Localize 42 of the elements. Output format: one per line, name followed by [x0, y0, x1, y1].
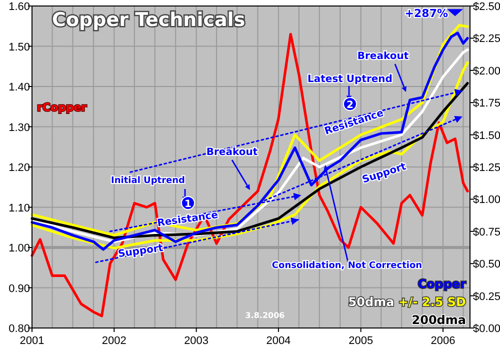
annotation: Breakout [206, 147, 258, 158]
annotation: Resistance [156, 210, 219, 230]
annotation: Consolidation, Not Correction [272, 261, 422, 271]
text: +/- 2.5 SD [394, 295, 466, 309]
chart-title: Copper Technicals [52, 9, 246, 31]
y2-tick-label: $1.00 [473, 194, 500, 206]
y2-tick-label: $1.50 [473, 130, 500, 142]
text: Copper [418, 277, 466, 291]
annotation: +287% [404, 7, 448, 20]
y2-tick-label: $1.75 [473, 98, 500, 110]
y2-tick-label: $0.75 [473, 226, 500, 238]
y-tick-label: 1.50 [8, 41, 30, 54]
annotation: Latest Uptrend [308, 74, 392, 85]
y-tick-label: 1.40 [8, 82, 30, 94]
x-tick-label: 2002 [102, 335, 126, 347]
y-tick-label: 1.30 [8, 122, 30, 134]
y2-tick-label: $2.00 [473, 65, 500, 78]
text: rCopper [37, 101, 88, 114]
annotation: Breakout [357, 51, 409, 62]
text: 200dma [412, 313, 466, 327]
x-tick-label: 2003 [184, 335, 209, 347]
annotation: 2 [346, 100, 354, 111]
x-tick-label: 2001 [20, 335, 44, 347]
x-tick-label: 2006 [430, 335, 456, 347]
annotation: Initial Uptrend [111, 176, 185, 186]
y-tick-label: 0.90 [8, 282, 30, 295]
x-tick-label: 2004 [266, 335, 291, 347]
y2-tick-label: $2.50 [473, 1, 500, 13]
annotation: 3.8.2006 [245, 311, 286, 320]
y-tick-label: 1.10 [8, 202, 30, 214]
y-tick-label: 1.00 [8, 242, 30, 254]
y-tick-label: 1.60 [8, 1, 30, 13]
y2-tick-label: $1.25 [473, 162, 500, 174]
annotation: 1 [184, 199, 192, 210]
text: 50dma [348, 295, 394, 309]
y-tick-label: 0.80 [8, 323, 30, 335]
y2-tick-label: $2.25 [473, 33, 500, 46]
y-tick-label: 1.20 [8, 162, 30, 174]
x-tick-label: 2005 [348, 335, 374, 347]
y2-tick-label: $0.50 [473, 258, 500, 271]
y2-tick-label: $0.25 [473, 290, 500, 303]
y2-tick-label: $0.00 [473, 323, 500, 335]
